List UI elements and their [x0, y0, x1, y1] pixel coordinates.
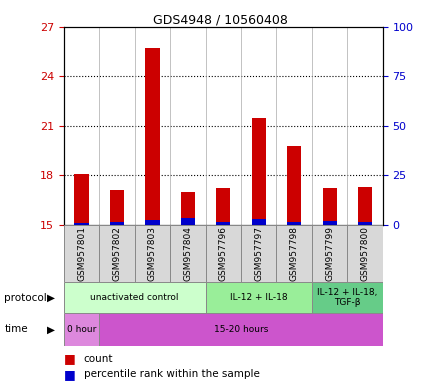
Text: IL-12 + IL-18: IL-12 + IL-18 [230, 293, 288, 302]
Bar [312, 282, 383, 313]
Bar [99, 225, 135, 282]
Text: protocol: protocol [4, 293, 47, 303]
Bar [287, 146, 301, 225]
Text: time: time [4, 324, 28, 334]
Bar [110, 190, 124, 225]
Text: GSM957800: GSM957800 [360, 226, 370, 281]
Text: GSM957803: GSM957803 [148, 226, 157, 281]
Bar [252, 219, 266, 225]
Bar [145, 220, 160, 225]
Text: 0 hour: 0 hour [67, 325, 96, 334]
Text: ▶: ▶ [47, 293, 55, 303]
Text: ■: ■ [64, 353, 76, 366]
Text: percentile rank within the sample: percentile rank within the sample [84, 369, 260, 379]
Bar [181, 192, 195, 225]
Bar [135, 225, 170, 282]
Bar [64, 282, 205, 313]
Text: GSM957796: GSM957796 [219, 226, 228, 281]
Bar [276, 225, 312, 282]
Bar [358, 222, 372, 225]
Text: count: count [84, 354, 113, 364]
Bar [74, 174, 88, 225]
Bar [216, 189, 231, 225]
Text: IL-12 + IL-18,
TGF-β: IL-12 + IL-18, TGF-β [317, 288, 378, 307]
Bar [99, 313, 383, 346]
Text: ▶: ▶ [47, 324, 55, 334]
Bar [145, 48, 160, 225]
Text: 15-20 hours: 15-20 hours [214, 325, 268, 334]
Bar [216, 222, 231, 225]
Text: GSM957797: GSM957797 [254, 226, 263, 281]
Bar [312, 225, 347, 282]
Bar [323, 221, 337, 225]
Bar [323, 189, 337, 225]
Bar [205, 225, 241, 282]
Text: ■: ■ [64, 368, 76, 381]
Bar [287, 222, 301, 225]
Bar [74, 223, 88, 225]
Text: GDS4948 / 10560408: GDS4948 / 10560408 [153, 13, 287, 26]
Bar [205, 282, 312, 313]
Text: GSM957798: GSM957798 [290, 226, 299, 281]
Bar [170, 225, 205, 282]
Bar [241, 225, 276, 282]
Text: GSM957802: GSM957802 [113, 226, 121, 281]
Bar [252, 118, 266, 225]
Bar [64, 313, 99, 346]
Text: GSM957801: GSM957801 [77, 226, 86, 281]
Text: GSM957799: GSM957799 [325, 226, 334, 281]
Bar [181, 218, 195, 225]
Bar [64, 225, 99, 282]
Bar [358, 187, 372, 225]
Bar [347, 225, 383, 282]
Text: unactivated control: unactivated control [91, 293, 179, 302]
Bar [110, 222, 124, 225]
Text: GSM957804: GSM957804 [183, 226, 192, 281]
